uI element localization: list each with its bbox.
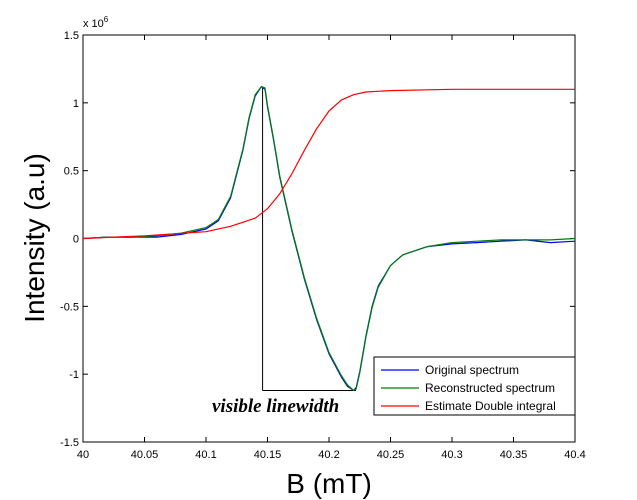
y-tick-label: -1: [69, 369, 79, 381]
x-axis-label: B (mT): [286, 468, 372, 499]
x-tick-label: 40.3: [441, 449, 462, 461]
y-tick-label: -1.5: [60, 437, 79, 449]
x-tick-label: 40.05: [131, 449, 159, 461]
x-tick-label: 40.25: [377, 449, 405, 461]
x-tick-label: 40.1: [195, 449, 216, 461]
linewidth-bracket: [262, 86, 357, 391]
y-tick-label: 0.5: [64, 166, 79, 178]
x-tick-label: 40.15: [254, 449, 282, 461]
legend: Original spectrum Reconstructed spectrum E…: [373, 356, 576, 416]
x-tick-label: 40.35: [500, 449, 528, 461]
legend-box: [373, 356, 576, 416]
series-lines: [82, 86, 576, 391]
legend-label-1: Reconstructed spectrum: [425, 381, 555, 395]
x-tick-label: 40.4: [564, 449, 585, 461]
y-axis-label: Intensity (a.u): [19, 153, 50, 323]
legend-label-2: Estimate Double integral: [425, 399, 556, 413]
linewidth-annotation: visible linewidth: [212, 396, 339, 417]
y-tick-label: 1.5: [64, 30, 79, 42]
x-tick-label: 40: [77, 449, 89, 461]
x-tick-label: 40.2: [318, 449, 339, 461]
y-multiplier: x 106: [83, 15, 109, 30]
y-tick-label: -0.5: [60, 301, 79, 313]
axis-ticks: 40 40.05 40.1 40.15 40.2 40.25 40.3 40.35 40.4 -1…: [60, 30, 586, 461]
series-line-1: [82, 86, 576, 391]
y-tick-label: 1: [73, 98, 79, 110]
legend-label-0: Original spectrum: [425, 363, 519, 377]
y-tick-label: 0: [73, 234, 79, 246]
series-line-2: [82, 88, 575, 240]
